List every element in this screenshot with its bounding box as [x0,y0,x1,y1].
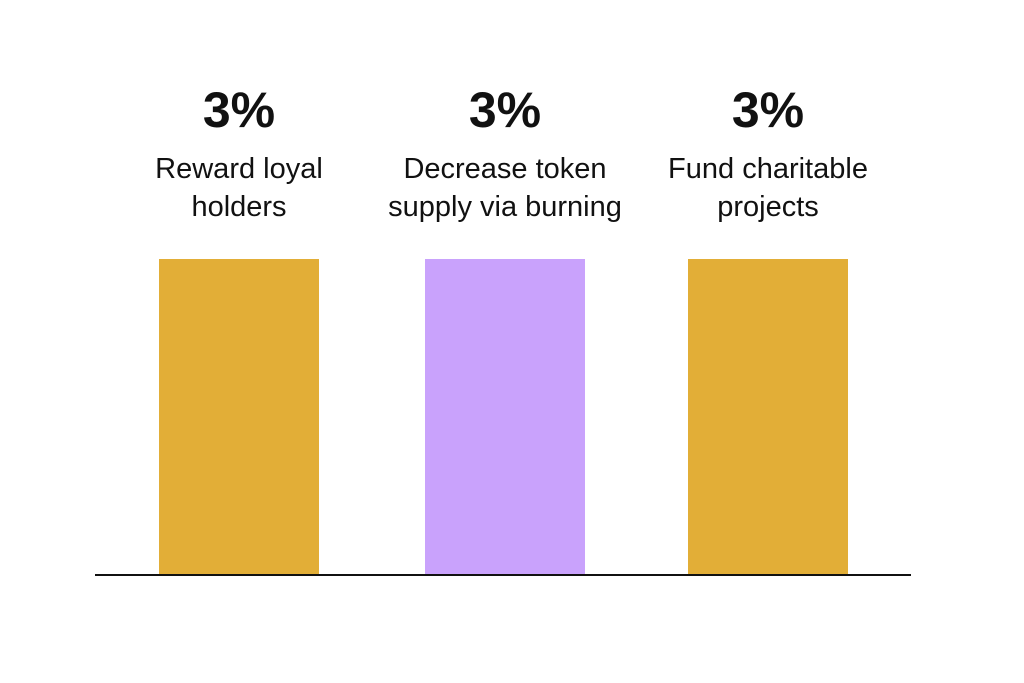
category-label-2-line-1: Decrease token [403,153,606,185]
bar-1 [159,259,319,575]
category-label-1-line-1: Reward loyal [155,153,323,185]
category-label-2-line-2: supply via burning [388,191,622,223]
bar-3 [688,259,848,575]
bars-group [159,259,848,575]
value-label-3: 3% [732,82,804,138]
category-label-3-line-2: projects [717,191,819,223]
category-label-1-line-2: holders [191,191,286,223]
category-label-3-line-1: Fund charitable [668,153,868,185]
value-label-2: 3% [469,82,541,138]
value-label-1: 3% [203,82,275,138]
labels-group: 3% Reward loyal holders 3% Decrease token sup… [155,82,868,223]
bar-2 [425,259,585,575]
